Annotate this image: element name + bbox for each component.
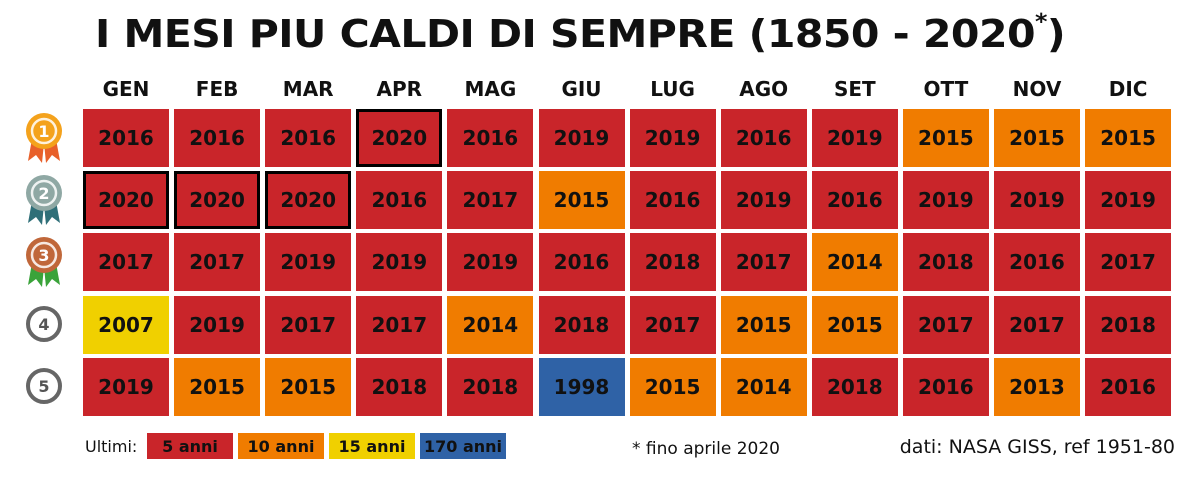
cell-rank1-mar: 2016	[265, 109, 352, 167]
cell-rank2-ago: 2019	[720, 171, 807, 230]
title-close: )	[1046, 12, 1066, 56]
cell-rank2-gen: 2020	[83, 171, 169, 230]
cell-rank2-giu: 2015	[538, 171, 625, 230]
footnote: * fino aprile 2020	[632, 439, 780, 459]
cell-rank4-nov: 2017	[994, 295, 1080, 354]
title-text: I MESI PIU CALDI DI SEMPRE (1850 - 2020	[95, 12, 1036, 56]
cell-rank5-mag: 2018	[447, 357, 534, 416]
cell-rank3-gen: 2017	[83, 233, 169, 292]
title-asterisk: *	[1034, 10, 1047, 36]
cell-rank5-gen: 2019	[83, 357, 169, 416]
month-header-nov: NOV	[1012, 77, 1062, 101]
cell-rank3-feb: 2017	[174, 233, 261, 292]
cell-rank4-lug: 2017	[629, 295, 716, 354]
month-header-mag: MAG	[464, 77, 517, 101]
cell-rank4-gen: 2007	[83, 295, 169, 354]
cell-rank4-giu: 2018	[538, 295, 625, 354]
cell-rank3-lug: 2018	[629, 233, 716, 292]
chart-title: I MESI PIU CALDI DI SEMPRE (1850 - 2020*…	[95, 10, 1066, 56]
cell-rank2-nov: 2019	[994, 171, 1080, 230]
cell-rank3-ott: 2018	[902, 233, 989, 292]
legend-item-15: 15 anni	[329, 433, 415, 459]
month-header-apr: APR	[376, 77, 423, 101]
cell-rank5-feb: 2015	[174, 357, 261, 416]
cell-rank5-nov: 2013	[994, 357, 1080, 416]
cell-rank1-ott: 2015	[902, 109, 989, 167]
cell-rank1-apr: 2020	[356, 109, 443, 167]
cell-rank1-nov: 2015	[994, 109, 1080, 167]
cell-rank3-nov: 2016	[994, 233, 1080, 292]
legend-item-170: 170 anni	[420, 433, 506, 459]
cell-rank1-mag: 2016	[447, 109, 534, 167]
cell-rank2-ott: 2019	[902, 171, 989, 230]
cell-rank2-dic: 2019	[1085, 171, 1172, 230]
cell-rank4-dic: 2018	[1085, 295, 1172, 354]
cell-rank3-apr: 2019	[356, 233, 443, 292]
rank-5-circle-icon: 5	[26, 367, 62, 404]
month-header-feb: FEB	[195, 77, 239, 101]
cell-rank5-ago: 2014	[720, 357, 807, 416]
cell-rank4-ott: 2017	[902, 295, 989, 354]
cell-rank1-giu: 2019	[538, 109, 625, 167]
cell-rank5-apr: 2018	[356, 357, 443, 416]
data-source: dati: NASA GISS, ref 1951-80	[899, 436, 1175, 458]
cell-rank3-mar: 2019	[265, 233, 352, 292]
cell-rank3-set: 2014	[811, 233, 898, 292]
month-header-ott: OTT	[923, 77, 969, 101]
svg-text:1: 1	[38, 122, 49, 141]
bronze-medal-icon: 3	[26, 237, 62, 288]
cell-rank3-mag: 2019	[447, 233, 534, 292]
cell-rank2-apr: 2016	[356, 171, 443, 230]
cell-rank5-set: 2018	[811, 357, 898, 416]
svg-text:5: 5	[38, 377, 49, 396]
cell-rank1-feb: 2016	[174, 109, 261, 167]
silver-medal-icon: 2	[26, 175, 62, 226]
cell-rank4-apr: 2017	[356, 295, 443, 354]
cell-rank4-set: 2015	[811, 295, 898, 354]
svg-text:3: 3	[38, 246, 49, 265]
cell-rank4-feb: 2019	[174, 295, 261, 354]
month-header-mar: MAR	[282, 77, 334, 101]
legend-item-5: 5 anni	[147, 433, 233, 459]
cell-rank4-ago: 2015	[720, 295, 807, 354]
month-header-lug: LUG	[650, 77, 695, 101]
cell-rank3-giu: 2016	[538, 233, 625, 292]
cell-rank1-lug: 2019	[629, 109, 716, 167]
cell-rank4-mag: 2014	[447, 295, 534, 354]
cell-rank1-gen: 2016	[83, 109, 169, 167]
cell-rank1-ago: 2016	[720, 109, 807, 167]
cell-rank2-feb: 2020	[174, 171, 261, 230]
cell-rank5-ott: 2016	[902, 357, 989, 416]
cell-rank5-giu: 1998	[538, 357, 625, 416]
cell-rank2-set: 2016	[811, 171, 898, 230]
legend-label: Ultimi:	[85, 437, 138, 456]
legend-item-10: 10 anni	[238, 433, 324, 459]
cell-rank5-mar: 2015	[265, 357, 352, 416]
cell-rank3-dic: 2017	[1085, 233, 1172, 292]
month-header-gen: GEN	[102, 77, 150, 101]
gold-medal-icon: 1	[26, 113, 62, 163]
cell-rank5-lug: 2015	[629, 357, 716, 416]
month-header-ago: AGO	[739, 77, 789, 101]
cell-rank1-dic: 2015	[1085, 109, 1172, 167]
month-header-set: SET	[833, 77, 876, 101]
cell-rank5-dic: 2016	[1085, 357, 1172, 416]
cell-rank2-mar: 2020	[265, 171, 352, 230]
cell-rank2-mag: 2017	[447, 171, 534, 230]
svg-text:4: 4	[38, 315, 49, 334]
cell-rank1-set: 2019	[811, 109, 898, 167]
cell-rank2-lug: 2016	[629, 171, 716, 230]
cell-rank4-mar: 2017	[265, 295, 352, 354]
month-header-giu: GIU	[561, 77, 602, 101]
svg-text:2: 2	[38, 184, 49, 203]
rank-4-circle-icon: 4	[26, 305, 62, 342]
cell-rank3-ago: 2017	[720, 233, 807, 292]
month-header-dic: DIC	[1108, 77, 1148, 101]
